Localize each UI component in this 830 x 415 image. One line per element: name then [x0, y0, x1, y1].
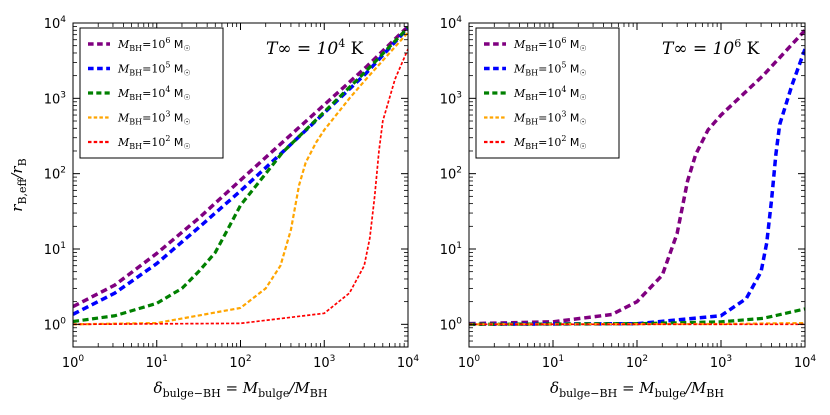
series-group: [469, 29, 805, 327]
x-tick-label: 104: [397, 354, 420, 371]
temperature-annotation: T∞ = 106 K: [662, 37, 760, 59]
x-axis-label: δbulge−BH = Mbulge/MBH: [154, 379, 328, 400]
legend-label: MBH=103 M☉: [117, 110, 191, 127]
series-line-mbh-1e3: [73, 31, 408, 326]
series-line-mbh-1e4: [469, 307, 805, 326]
y-tick-label: 100: [44, 316, 67, 333]
series-line-mbh-1e6: [73, 25, 408, 309]
x-tick-label: 100: [62, 354, 85, 371]
legend-label: MBH=104 M☉: [117, 85, 191, 102]
series-line-mbh-1e2: [73, 48, 408, 326]
legend-label: MBH=105 M☉: [117, 61, 191, 78]
x-tick-label: 102: [626, 354, 648, 371]
y-tick-label: 104: [44, 15, 67, 32]
series-line-mbh-1e5: [469, 48, 805, 327]
series-line-mbh-1e5: [73, 26, 408, 316]
legend-label: MBH=105 M☉: [513, 61, 587, 78]
temperature-annotation: T∞ = 104 K: [266, 37, 364, 59]
legend-label: MBH=102 M☉: [117, 134, 191, 151]
series-line-mbh-1e4: [73, 26, 408, 324]
x-tick-label: 101: [146, 354, 168, 371]
x-tick-label: 104: [794, 354, 817, 371]
legend: MBH=106 M☉ MBH=105 M☉ MBH=104 M☉ MBH=103 M☉…: [79, 27, 224, 159]
y-tick-label: 103: [440, 90, 462, 107]
y-tick-label: 104: [440, 15, 463, 32]
x-axis-label: δbulge−BH = Mbulge/MBH: [550, 379, 724, 400]
legend-label: MBH=104 M☉: [513, 85, 587, 102]
y-tick-label: 102: [44, 166, 66, 183]
x-tick-label: 103: [313, 354, 335, 371]
x-tick-label: 100: [458, 354, 481, 371]
y-axis-label: rB,eff/rB: [8, 158, 29, 211]
y-tick-label: 100: [440, 316, 463, 333]
legend: MBH=106 M☉ MBH=105 M☉ MBH=104 M☉ MBH=103 M☉…: [475, 27, 620, 159]
panel-right: 100 101 102 103 104 100 101 102 103 104 δbulge−BH …: [440, 15, 817, 400]
y-tick-label: 101: [440, 241, 462, 258]
legend-label: MBH=103 M☉: [513, 110, 587, 127]
series-group: [73, 25, 408, 326]
legend-label: MBH=102 M☉: [513, 134, 587, 151]
legend-label: MBH=106 M☉: [513, 36, 587, 53]
panel-left: 100 101 102 103 104 100 101 102 103 104 δbulge−BH …: [8, 15, 419, 400]
legend-box: [475, 27, 620, 159]
legend-label: MBH=106 M☉: [117, 36, 191, 53]
y-tick-label: 101: [44, 241, 66, 258]
x-tick-label: 101: [542, 354, 564, 371]
series-line-mbh-1e6: [469, 29, 805, 326]
x-tick-label: 103: [710, 354, 732, 371]
y-tick-label: 103: [44, 90, 66, 107]
legend-box: [79, 27, 224, 159]
x-tick-label: 102: [229, 354, 251, 371]
y-tick-label: 102: [440, 166, 462, 183]
